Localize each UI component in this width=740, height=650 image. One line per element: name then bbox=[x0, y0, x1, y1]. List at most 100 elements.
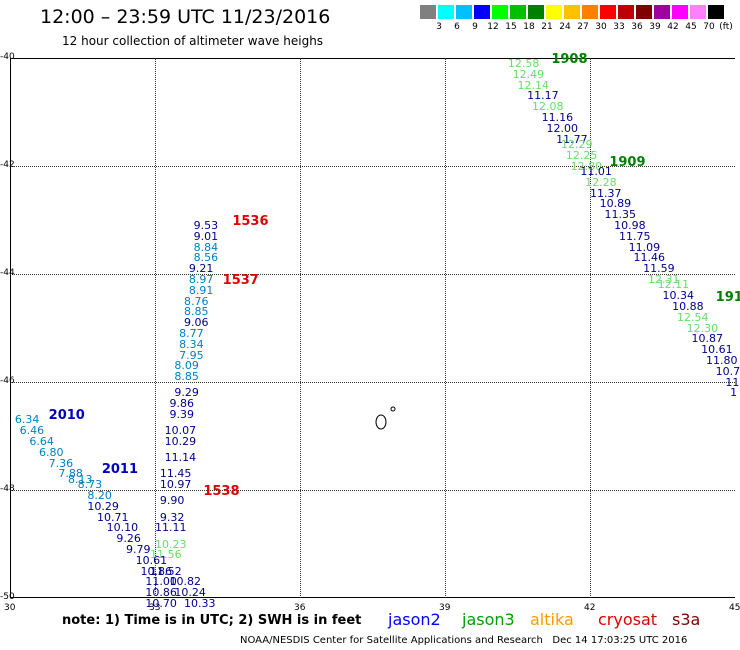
wave-height-value: 10.33 bbox=[184, 597, 216, 610]
lon-label: 45 bbox=[729, 603, 740, 613]
scale-swatch bbox=[546, 5, 562, 19]
wave-height-value: 9.21 bbox=[188, 262, 214, 276]
wave-height-value: 12.28 bbox=[585, 175, 617, 189]
page-title: 12:00 – 23:59 UTC 11/23/2016 bbox=[40, 6, 331, 28]
lat-label: -48 bbox=[0, 484, 15, 494]
wave-height-value: 10.86 bbox=[145, 586, 177, 600]
wave-height-value: 11.46 bbox=[633, 251, 666, 265]
wave-height-value: 6.34 bbox=[14, 413, 40, 427]
wave-height-value: 10.10 bbox=[106, 521, 139, 535]
wave-height-value: 11.17 bbox=[527, 89, 559, 103]
wave-height-value: 10.7 bbox=[715, 364, 740, 378]
wave-height-value: 10.98 bbox=[614, 219, 646, 232]
grid-line-lat bbox=[10, 490, 735, 491]
satellite-legend-item: jason2 bbox=[388, 610, 441, 629]
scale-swatch bbox=[492, 5, 508, 19]
wave-height-value: 11.16 bbox=[541, 111, 574, 124]
scale-swatch bbox=[456, 5, 472, 19]
wave-height-value: 12.11 bbox=[657, 278, 690, 292]
scale-swatch bbox=[636, 5, 652, 19]
scale-swatch bbox=[690, 5, 706, 19]
grid-line-lon bbox=[445, 58, 446, 598]
scale-swatch bbox=[510, 5, 526, 19]
wave-height-value: 11 bbox=[725, 375, 740, 389]
island-main bbox=[375, 414, 387, 430]
scale-label: 21 bbox=[541, 22, 553, 32]
satellite-legend-item: cryosat bbox=[598, 610, 658, 629]
wave-height-value: 10.86 bbox=[140, 564, 173, 578]
scale-label: 33 bbox=[613, 22, 625, 32]
wave-height-value: 11.01 bbox=[580, 165, 612, 178]
lon-label: 39 bbox=[439, 603, 451, 613]
wave-height-value: 10.29 bbox=[164, 435, 197, 448]
wave-height-value: 1 bbox=[730, 386, 738, 400]
wave-height-value: 11.52 bbox=[150, 564, 182, 578]
wave-height-value: 12.49 bbox=[512, 67, 545, 81]
wave-height-value: 8.20 bbox=[87, 489, 112, 502]
scale-swatch bbox=[618, 5, 634, 19]
wave-height-value: 10.29 bbox=[87, 499, 119, 513]
scale-label: 18 bbox=[523, 22, 535, 32]
scale-unit: (ft) bbox=[719, 22, 733, 32]
wave-height-value: 9.79 bbox=[126, 543, 151, 556]
scale-swatch bbox=[528, 5, 544, 19]
wave-height-value: 9.26 bbox=[116, 532, 141, 546]
scale-swatch bbox=[708, 5, 724, 19]
wave-height-value: 12.30 bbox=[686, 321, 719, 335]
wave-height-value: 11.35 bbox=[604, 208, 637, 222]
lat-label: -44 bbox=[0, 268, 15, 278]
lon-label: 42 bbox=[584, 603, 596, 613]
wave-height-value: 8.76 bbox=[184, 294, 209, 308]
wave-height-value: 11.80 bbox=[706, 354, 738, 367]
footer-credit-text: NOAA/NESDIS Center for Satellite Applica… bbox=[240, 635, 543, 646]
grid-line-lat bbox=[10, 382, 735, 383]
wave-height-value: 6.46 bbox=[19, 424, 45, 438]
lat-label: -40 bbox=[0, 52, 15, 62]
wave-height-value: 9.53 bbox=[193, 219, 219, 232]
wave-height-value: 7.36 bbox=[48, 456, 74, 470]
wave-height-value: 12.58 bbox=[507, 57, 540, 70]
wave-height-value: 10.07 bbox=[164, 424, 197, 438]
pass-label: 1537 bbox=[222, 273, 259, 289]
wave-height-value: 8.13 bbox=[68, 472, 93, 486]
wave-height-value: 11.00 bbox=[145, 575, 177, 589]
grid-line-lon bbox=[590, 58, 591, 598]
wave-height-value: 9.86 bbox=[169, 397, 195, 411]
lon-label: 30 bbox=[4, 603, 16, 613]
satellite-legend-item: altika bbox=[530, 610, 574, 629]
wave-height-value: 9.29 bbox=[174, 386, 199, 400]
grid-line-lon bbox=[300, 58, 301, 598]
lon-label: 36 bbox=[294, 603, 306, 613]
wave-height-value: 10.24 bbox=[174, 586, 206, 600]
wave-height-value: 9.01 bbox=[193, 229, 219, 243]
scale-label: 15 bbox=[505, 22, 517, 32]
wave-height-value: 10.87 bbox=[691, 332, 724, 346]
island-small bbox=[390, 406, 396, 412]
lat-label: -50 bbox=[0, 592, 15, 602]
wave-height-value: 8.97 bbox=[188, 273, 214, 286]
scale-label: 70 bbox=[703, 22, 715, 32]
scale-label: 27 bbox=[577, 22, 589, 32]
wave-height-value: 8.34 bbox=[179, 337, 204, 351]
wave-height-value: 8.84 bbox=[193, 240, 219, 254]
wave-height-value: 10.23 bbox=[155, 537, 187, 551]
lon-label: 33 bbox=[149, 603, 161, 613]
wave-height-value: 8.77 bbox=[179, 327, 204, 340]
wave-height-value: 11.37 bbox=[590, 186, 622, 200]
wave-height-value: 12.08 bbox=[532, 100, 564, 114]
wave-height-value: 12.31 bbox=[648, 273, 680, 286]
wave-height-value: 8.91 bbox=[188, 283, 214, 297]
lat-label: -46 bbox=[0, 376, 15, 386]
scale-swatch bbox=[420, 5, 436, 19]
pass-label: 2010 bbox=[48, 408, 85, 424]
wave-height-value: 11.45 bbox=[159, 467, 192, 481]
scale-swatch bbox=[672, 5, 688, 19]
scale-label: 39 bbox=[649, 22, 661, 32]
wave-height-value: 8.73 bbox=[77, 478, 103, 492]
scale-label: 12 bbox=[487, 22, 499, 32]
wave-height-value: 8.85 bbox=[174, 370, 199, 384]
wave-height-value: 10.61 bbox=[701, 343, 733, 357]
pass-label: 1536 bbox=[232, 214, 269, 229]
grid-line-lat bbox=[10, 274, 735, 275]
wave-height-value: 12.80 bbox=[570, 159, 603, 173]
